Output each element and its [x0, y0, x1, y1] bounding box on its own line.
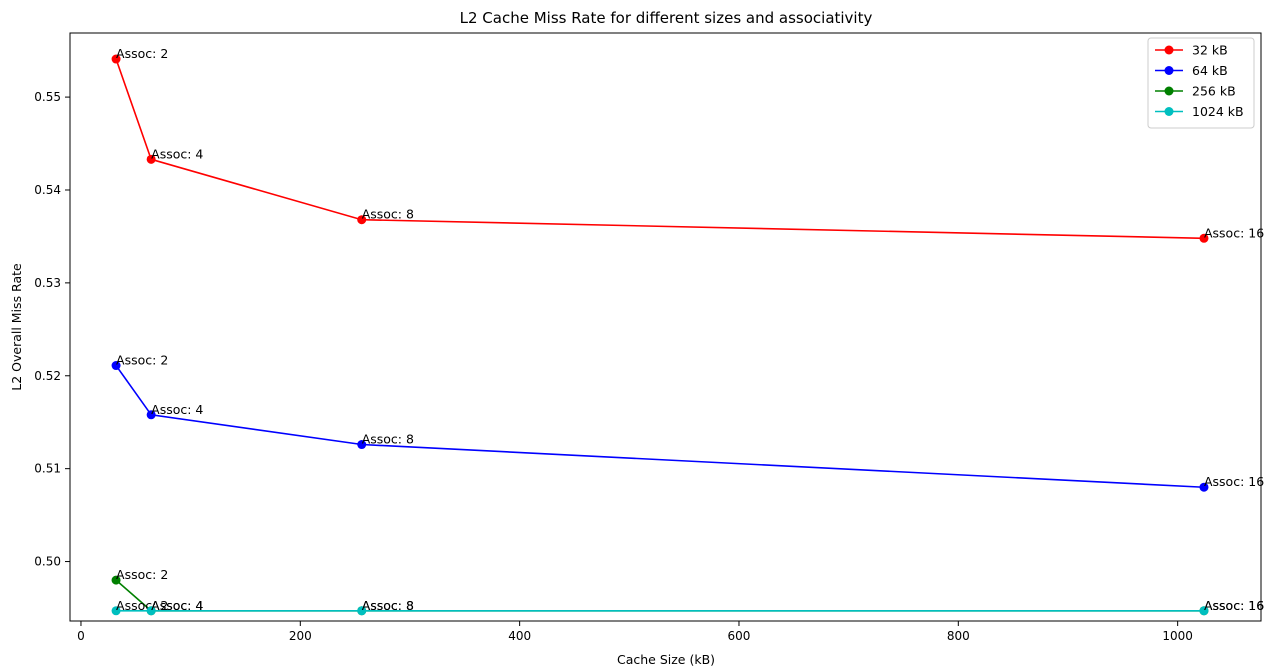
series-1-point-label-2: Assoc: 8	[362, 432, 414, 447]
x-tick-label-3: 600	[728, 629, 751, 643]
series-1-point-3	[1199, 482, 1209, 492]
series-1-point-label-3: Assoc: 16	[1204, 474, 1264, 489]
y-tick-label-0: 0.50	[34, 555, 61, 569]
legend-marker-3	[1164, 107, 1174, 116]
legend-label-2: 256 kB	[1192, 84, 1236, 99]
series-0-point-label-3: Assoc: 16	[1204, 225, 1264, 240]
legend-marker-2	[1164, 86, 1174, 96]
series-0-point-1	[146, 154, 156, 164]
y-tick-label-3: 0.53	[34, 276, 61, 290]
series-3-point-label-1: Assoc: 4	[151, 598, 203, 613]
series-0-point-label-2: Assoc: 8	[362, 207, 414, 222]
series-2-point-label-1: Assoc: 4	[151, 598, 203, 613]
series-2-point-0	[111, 575, 121, 585]
series-line-2	[115, 579, 1204, 612]
series-0-point-2	[357, 215, 367, 225]
legend-label-0: 32 kB	[1192, 43, 1228, 58]
series-0-point-3	[1199, 233, 1209, 243]
plot-area: 0 200 400 600 800 1000 0.50 0.51 0.52 0.53 0.54 0.5…	[34, 32, 1264, 643]
series-3-point-label-2: Assoc: 8	[362, 598, 414, 613]
series-3-point-1	[146, 606, 156, 616]
legend-marker-0	[1164, 45, 1174, 55]
series-3-point-0	[111, 606, 121, 616]
legend-marker-1	[1164, 66, 1174, 75]
series-2-point-label-0: Assoc: 2	[116, 567, 168, 582]
series-3-point-3	[1199, 606, 1209, 616]
legend-box	[1147, 37, 1255, 129]
chart-title: L2 Cache Miss Rate for different sizes a…	[460, 9, 873, 27]
series-1-point-label-1: Assoc: 4	[151, 402, 203, 417]
legend-label-1: 64 kB	[1192, 63, 1228, 78]
axes-frame	[69, 32, 1262, 622]
x-tick-label-5: 1000	[1162, 629, 1193, 643]
x-tick-label-2: 400	[508, 629, 531, 643]
series-0-point-0	[111, 54, 121, 64]
series-1-point-label-0: Assoc: 2	[116, 353, 168, 368]
x-axis-label: Cache Size (kB)	[617, 652, 715, 667]
series-3-point-label-3: Assoc: 16	[1204, 598, 1264, 613]
series-3-point-2	[357, 606, 367, 616]
legend: 32 kB 64 kB 256 kB 1024 kB	[1147, 37, 1255, 129]
series-line-1	[115, 365, 1205, 489]
series-1-point-1	[146, 410, 156, 420]
y-tick-label-5: 0.55	[34, 90, 61, 104]
legend-label-3: 1024 kB	[1192, 104, 1244, 119]
x-tick-label-4: 800	[947, 629, 970, 643]
x-tick-label-1: 200	[289, 629, 312, 643]
series-line-0	[115, 58, 1204, 240]
x-tick-label-0: 0	[77, 629, 85, 643]
series-0-point-label-1: Assoc: 4	[151, 146, 203, 161]
series-0-point-label-0: Assoc: 2	[116, 46, 168, 61]
series-2-point-label-2: Assoc: 8	[362, 598, 414, 613]
series-1-point-0	[111, 361, 121, 371]
series-2-point-label-3: Assoc: 16	[1204, 598, 1264, 613]
y-axis-label: L2 Overall Miss Rate	[9, 263, 24, 391]
y-tick-label-2: 0.52	[34, 369, 61, 383]
y-tick-label-4: 0.54	[34, 183, 61, 197]
y-tick-label-1: 0.51	[34, 462, 61, 476]
series-1-point-2	[357, 440, 367, 450]
